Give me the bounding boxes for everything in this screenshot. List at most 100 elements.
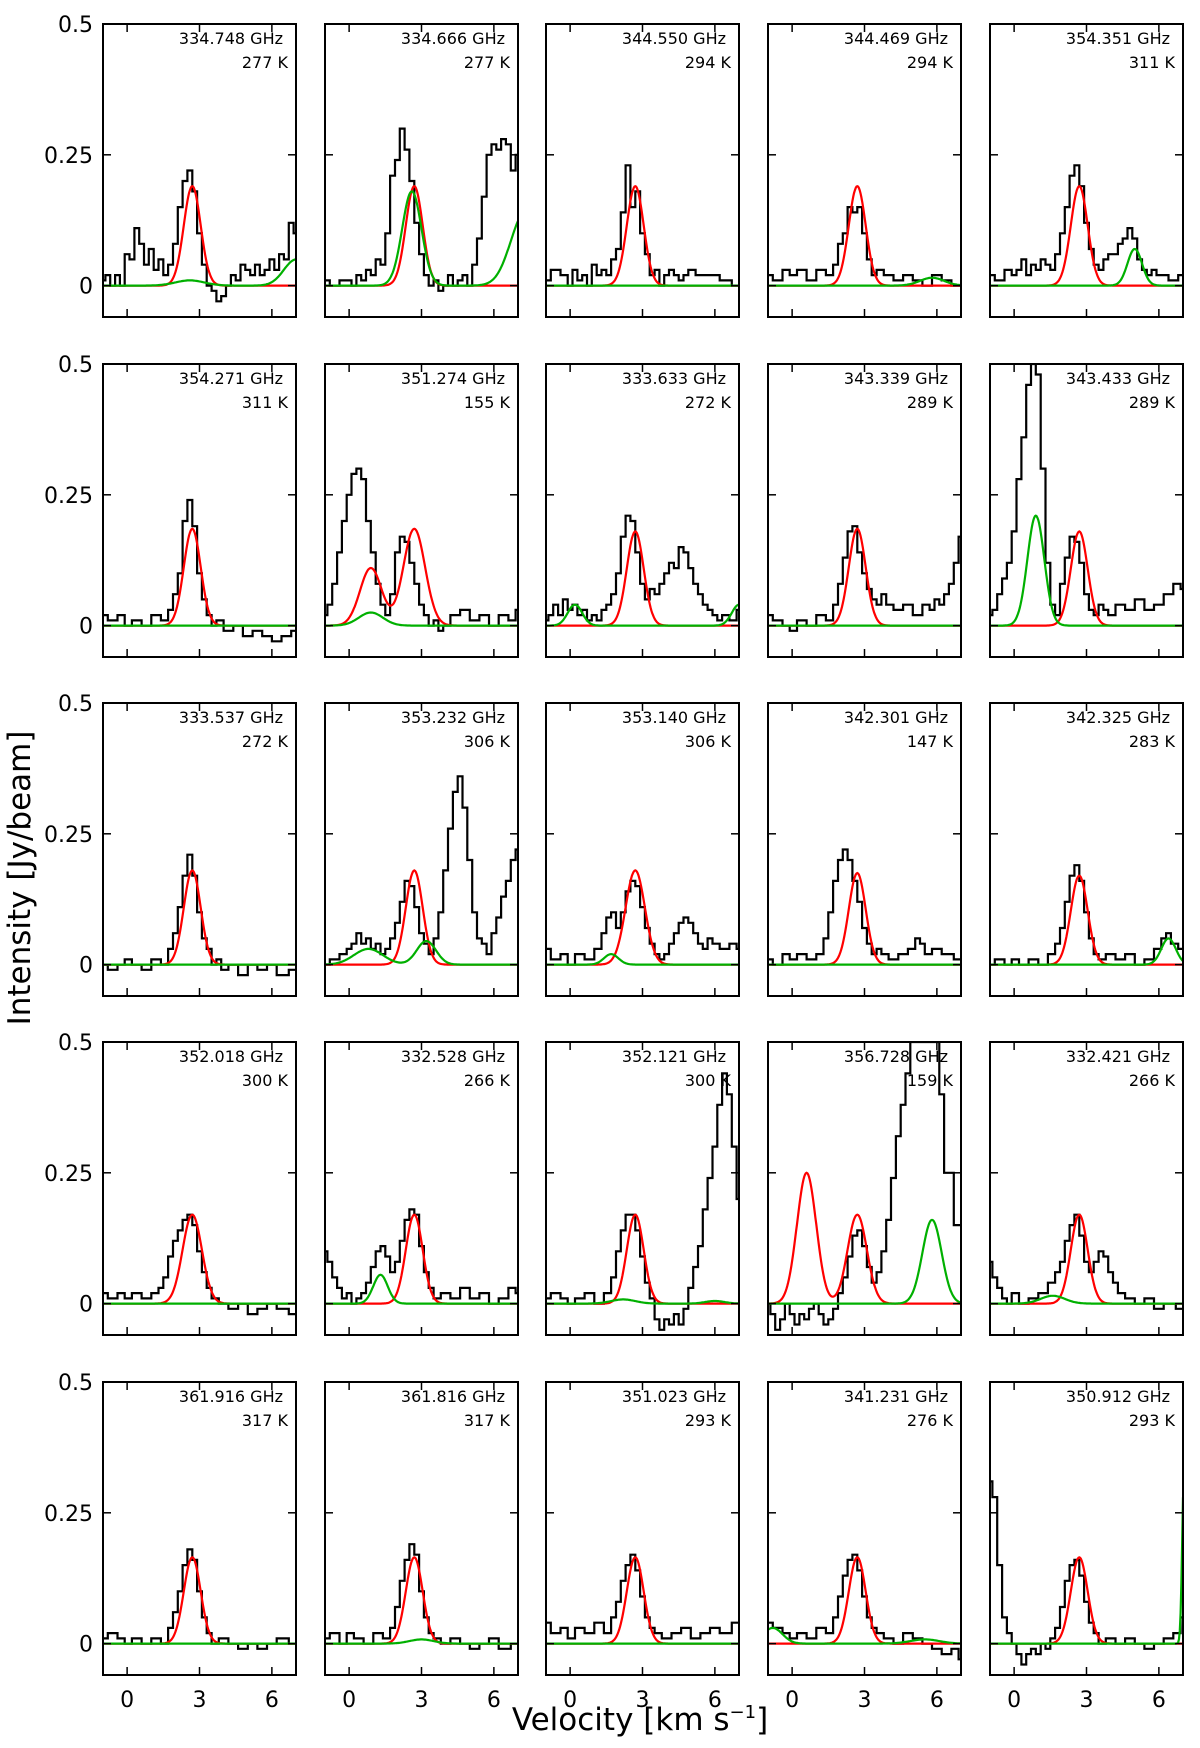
fit-curve-line: [325, 527, 518, 627]
temperature-label: 293 K: [685, 1411, 732, 1430]
y-tick-label: 0.25: [44, 484, 93, 509]
frequency-label: 351.274 GHz: [401, 369, 505, 388]
spectrum-panel: 356.728 GHz 159 K: [767, 1041, 962, 1336]
y-tick-label: 0.5: [58, 353, 93, 378]
observed-spectrum-line: [103, 498, 296, 643]
plot-area: [325, 127, 518, 292]
frequency-label: 353.140 GHz: [622, 708, 726, 727]
spectrum-panel: 344.550 GHz 294 K: [545, 23, 740, 318]
spectrum-panel: 353.140 GHz 306 K: [545, 702, 740, 997]
blend-curve-line: [990, 1294, 1183, 1305]
frequency-label: 342.301 GHz: [844, 708, 948, 727]
blend-curve-line: [768, 1626, 961, 1645]
blend-curve-line: [768, 276, 961, 287]
fit-curve-line: [990, 1213, 1183, 1305]
blend-curve-line: [990, 937, 1183, 966]
spectrum-panel: 343.339 GHz 289 K: [767, 363, 962, 658]
plot-area: [768, 525, 961, 632]
temperature-label: 159 K: [907, 1071, 954, 1090]
plot-area: [546, 1553, 739, 1645]
x-tick-label: 3: [193, 1688, 207, 1713]
plot-area: [325, 1543, 518, 1650]
spectrum-panel: 333.633 GHz 272 K: [545, 363, 740, 658]
temperature-label: 317 K: [242, 1411, 289, 1430]
spectrum-panel: 344.469 GHz 294 K: [767, 23, 962, 318]
plot-area: [546, 1072, 739, 1331]
spectrum-panel: 341.231 GHz 276 K 0 3 6: [767, 1381, 962, 1713]
plot-area: [325, 467, 518, 632]
spectrum-panel: 351.023 GHz 293 K 0 3 6: [545, 1381, 740, 1713]
frequency-label: 352.018 GHz: [179, 1047, 283, 1066]
x-tick-label: 0: [785, 1688, 799, 1713]
frequency-label: 344.469 GHz: [844, 29, 948, 48]
temperature-label: 306 K: [685, 732, 732, 751]
x-tick-label: 6: [708, 1688, 722, 1713]
spectrum-panel: 361.916 GHz 317 K 0 0.25 0.5 0 3 6: [44, 1371, 297, 1713]
frequency-label: 354.271 GHz: [179, 369, 283, 388]
x-tick-label: 6: [487, 1688, 501, 1713]
plot-area: [325, 775, 518, 966]
frequency-label: 361.916 GHz: [179, 1387, 283, 1406]
frequency-label: 334.666 GHz: [401, 29, 505, 48]
temperature-label: 147 K: [907, 732, 954, 751]
x-tick-label: 3: [636, 1688, 650, 1713]
fit-curve-line: [103, 1213, 296, 1305]
blend-curve-line: [103, 258, 296, 287]
blend-curve-line: [546, 1298, 739, 1305]
x-tick-label: 3: [415, 1688, 429, 1713]
observed-spectrum-line: [103, 853, 296, 977]
plot-area: [103, 169, 296, 303]
fit-curve-line: [990, 1556, 1183, 1645]
plot-area: [325, 1208, 518, 1305]
observed-spectrum-line: [325, 1543, 518, 1650]
fit-curve-line: [768, 1556, 961, 1645]
x-tick-label: 0: [563, 1688, 577, 1713]
observed-spectrum-line: [768, 848, 961, 966]
temperature-label: 311 K: [242, 393, 289, 412]
observed-spectrum-line: [325, 775, 518, 966]
fit-curve-line: [768, 1171, 961, 1305]
plot-area: [103, 853, 296, 977]
x-axis-title-sup: −1: [730, 1702, 757, 1723]
spectrum-panel: 351.274 GHz 155 K: [324, 363, 519, 658]
spectrum-panel: 350.912 GHz 293 K 0 3 6: [989, 1381, 1184, 1713]
y-axis-title: Intensity [Jy/beam]: [2, 731, 38, 1026]
plot-area: [990, 164, 1183, 287]
temperature-label: 272 K: [242, 732, 289, 751]
temperature-label: 266 K: [464, 1071, 511, 1090]
plot-area: [768, 184, 961, 287]
y-tick-label: 0: [79, 275, 93, 300]
observed-spectrum-line: [546, 164, 739, 287]
y-tick-label: 0.5: [58, 13, 93, 38]
blend-curve-line: [325, 190, 518, 287]
spectrum-panel: 352.121 GHz 300 K: [545, 1041, 740, 1336]
blend-curve-line: [990, 514, 1183, 627]
temperature-label: 293 K: [1129, 1411, 1176, 1430]
fit-curve-line: [325, 1213, 518, 1305]
observed-spectrum-line: [325, 467, 518, 632]
observed-spectrum-line: [990, 1213, 1183, 1310]
observed-spectrum-line: [768, 206, 961, 287]
x-tick-label: 3: [1080, 1688, 1094, 1713]
frequency-label: 343.433 GHz: [1066, 369, 1170, 388]
blend-curve-line: [546, 603, 739, 627]
temperature-label: 277 K: [242, 53, 289, 72]
y-tick-label: 0: [79, 1293, 93, 1318]
y-tick-label: 0.25: [44, 1502, 93, 1527]
observed-spectrum-line: [546, 1553, 739, 1640]
fit-curve-line: [325, 1556, 518, 1645]
temperature-label: 311 K: [1129, 53, 1176, 72]
fit-curve-line: [103, 527, 296, 627]
fit-curve-line: [546, 869, 739, 966]
temperature-label: 294 K: [907, 53, 954, 72]
fit-curve-line: [546, 530, 739, 627]
plot-area: [103, 498, 296, 643]
frequency-label: 334.748 GHz: [179, 29, 283, 48]
frequency-label: 350.912 GHz: [1066, 1387, 1170, 1406]
blend-curve-line: [990, 247, 1183, 287]
spectrum-panel: 334.666 GHz 277 K: [324, 23, 519, 318]
temperature-label: 283 K: [1129, 732, 1176, 751]
fit-curve-line: [546, 1213, 739, 1305]
frequency-label: 333.537 GHz: [179, 708, 283, 727]
